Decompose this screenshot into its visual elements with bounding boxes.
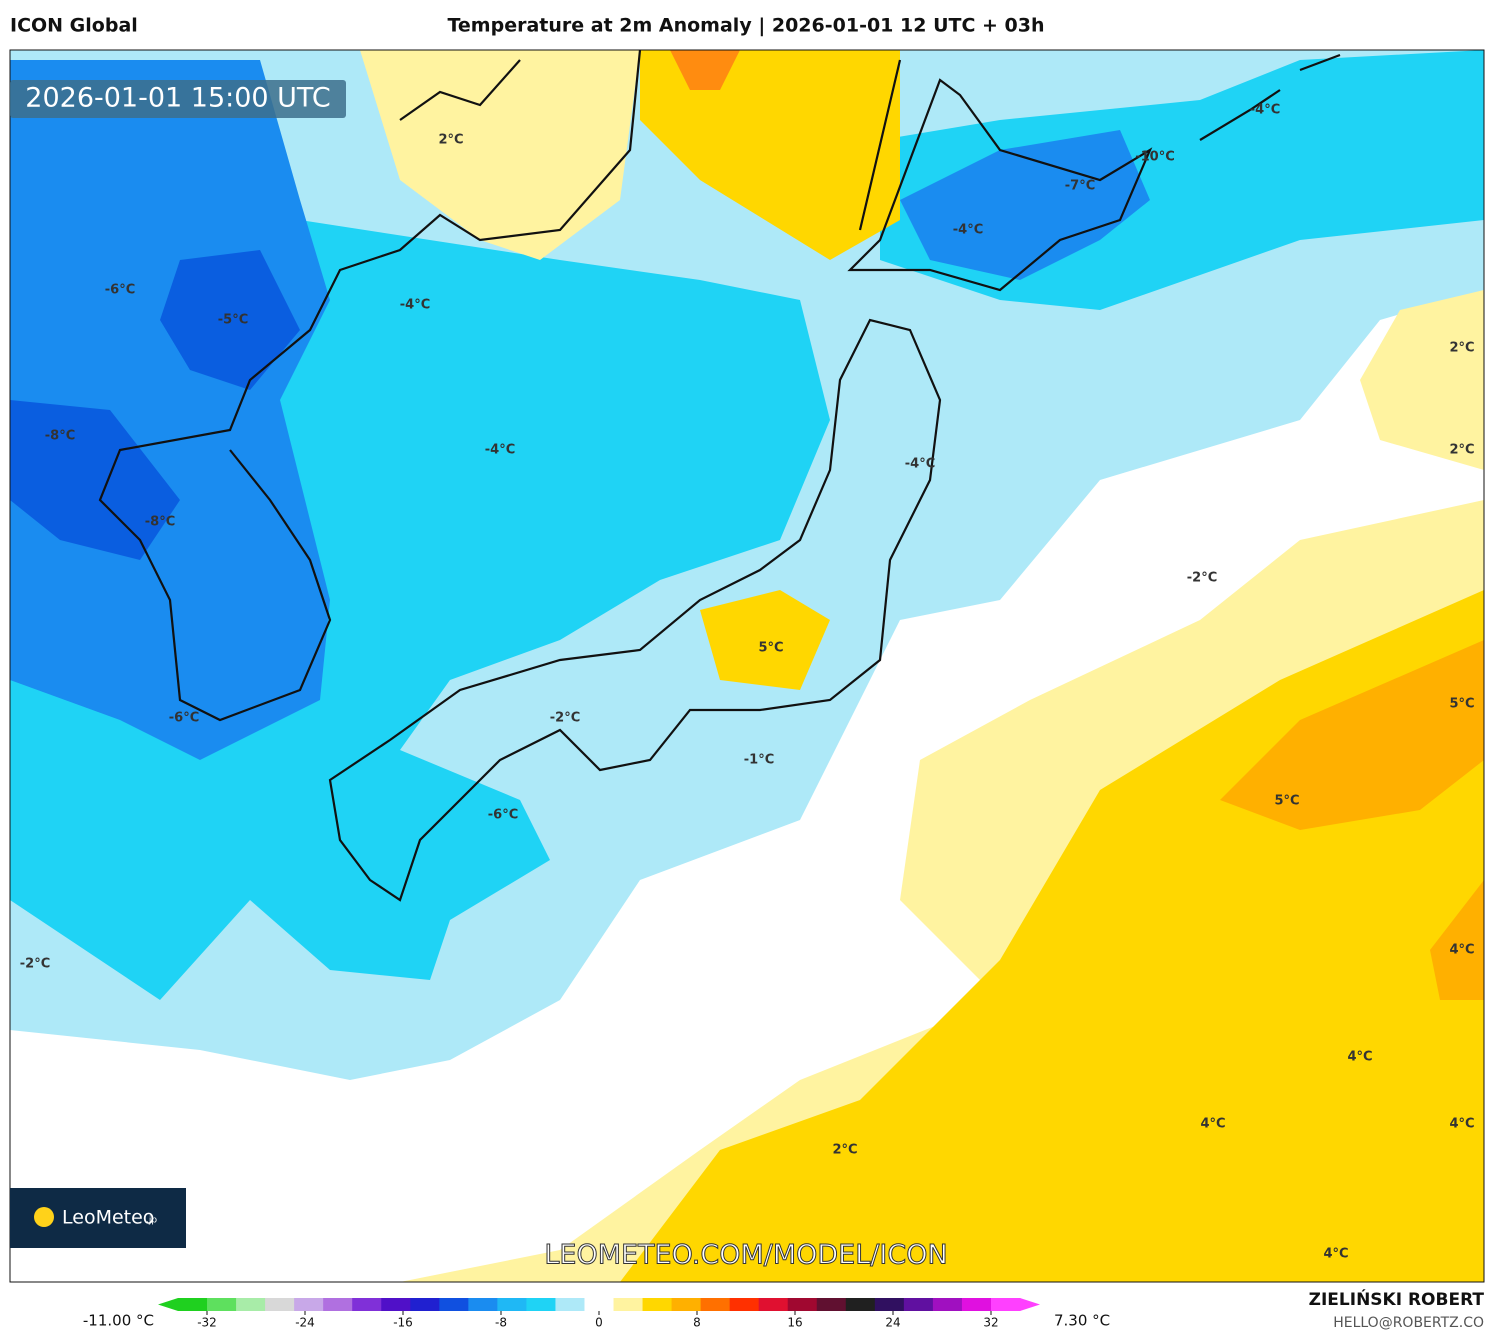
anomaly-area [360, 50, 640, 260]
colorbar-tick-label: 8 [693, 1316, 701, 1330]
colorbar-max: 7.30 °C [1054, 1312, 1110, 1330]
contour-label: -2°C [20, 957, 50, 972]
model-name: ICON Global [10, 15, 138, 37]
author: ZIELIŃSKI ROBERT [1309, 1288, 1485, 1310]
watermark: LEOMETEO.COM/MODEL/ICON [544, 1240, 947, 1271]
contour-label: 2°C [1449, 443, 1474, 458]
contour-label: -6°C [488, 808, 518, 823]
anomaly-area [700, 590, 830, 690]
colorbar-tick-label: -16 [393, 1316, 413, 1330]
logo-sun [34, 1207, 54, 1227]
colorbar-tick-label: 0 [595, 1316, 603, 1330]
anomaly-area [1430, 880, 1484, 1000]
contour-label: -1°C [744, 753, 774, 768]
colorbar-tick-label: -24 [295, 1316, 315, 1330]
colorbar-tick-label: -32 [197, 1316, 217, 1330]
contour-label: -5°C [218, 313, 248, 328]
anomaly-area [160, 250, 300, 390]
colorbar-tick-label: 24 [885, 1316, 900, 1330]
colorbar-segment [497, 1298, 527, 1311]
colorbar-segment [816, 1298, 847, 1311]
logo: LeoMeteo [62, 1207, 154, 1229]
anomaly-area [10, 60, 330, 760]
colorbar-segment [990, 1298, 1021, 1311]
contour-labels: 2°C -4°C -10°C -7°C -4°C -6°C -5°C -4°C 2°C -8°C -… [20, 103, 1475, 1262]
anomaly-area [640, 50, 900, 260]
contour-label: -4°C [1250, 103, 1280, 118]
contour-label: 4°C [1323, 1247, 1348, 1262]
colorbar-segment [932, 1298, 963, 1311]
logo-suffix: .jp [146, 1216, 157, 1226]
contour-label: -10°C [1135, 150, 1175, 165]
contour-label: -6°C [105, 283, 135, 298]
colorbar-segment [236, 1298, 266, 1311]
colorbar-segment [642, 1298, 673, 1311]
colorbar-segment [439, 1298, 469, 1311]
colorbar-segment [410, 1298, 440, 1311]
contour-label: -7°C [1065, 179, 1095, 194]
title: Temperature at 2m Anomaly | 2026-01-01 1… [447, 15, 1044, 37]
contour-label: -2°C [1187, 571, 1217, 586]
contour-label: 5°C [758, 641, 783, 656]
colorbar-segment [381, 1298, 411, 1311]
coastline [98, 50, 1341, 902]
colorbar-min: -11.00 °C [83, 1312, 154, 1330]
contour-label: 2°C [1449, 341, 1474, 356]
colorbar-segment [729, 1298, 760, 1311]
colorbar-segment [845, 1298, 876, 1311]
colorbar-segment [294, 1298, 324, 1311]
contour-label: 5°C [1449, 697, 1474, 712]
colorbar-segment [903, 1298, 934, 1311]
contour-label: -4°C [400, 298, 430, 313]
anomaly-area [10, 400, 180, 560]
colorbar-tick-label: 32 [983, 1316, 998, 1330]
map [10, 50, 1484, 1282]
anomaly-area [670, 50, 740, 90]
time-box [10, 80, 346, 118]
colorbar-segment [700, 1298, 731, 1311]
contour-label: -2°C [550, 711, 580, 726]
colorbar-end [158, 1298, 178, 1311]
contour-label: -8°C [145, 515, 175, 530]
colorbar-segment [961, 1298, 992, 1311]
contour-label: -4°C [485, 443, 515, 458]
contour-label: -6°C [169, 711, 199, 726]
colorbar-segment [526, 1298, 556, 1311]
colorbar: -32 -24 -16 -8 0 8 16 24 32 [158, 1298, 1040, 1330]
colorbar-segment [178, 1298, 208, 1311]
colorbar-segment [323, 1298, 353, 1311]
colorbar-segment [265, 1298, 295, 1311]
colorbar-tick-label: 16 [787, 1316, 802, 1330]
contour-label: -4°C [953, 223, 983, 238]
anomaly-area [1360, 290, 1484, 470]
contour-label: 2°C [438, 133, 463, 148]
colorbar-segment [207, 1298, 237, 1311]
colorbar-segment [787, 1298, 818, 1311]
colorbar-segment [758, 1298, 789, 1311]
colorbar-end [1020, 1298, 1040, 1311]
colorbar-tick-label: -8 [495, 1316, 507, 1330]
map-frame [9, 49, 1485, 1283]
anomaly-area [900, 130, 1150, 280]
colorbar-segment [352, 1298, 382, 1311]
contour-label: 2°C [832, 1143, 857, 1158]
colorbar-segment [584, 1298, 615, 1311]
contour-label: -4°C [905, 457, 935, 472]
colorbar-segment [555, 1298, 585, 1311]
contour-label: -8°C [45, 429, 75, 444]
colorbar-segment [874, 1298, 905, 1311]
email: HELLO@ROBERTZ.CO [1333, 1315, 1484, 1331]
anomaly-area [1220, 640, 1484, 830]
contour-label: 5°C [1274, 794, 1299, 809]
colorbar-segment [468, 1298, 498, 1311]
contour-label: 4°C [1449, 943, 1474, 958]
contour-label: 4°C [1200, 1117, 1225, 1132]
colorbar-segment [671, 1298, 702, 1311]
contour-label: 4°C [1347, 1050, 1372, 1065]
contour-label: 4°C [1449, 1117, 1474, 1132]
valid-time: 2026-01-01 15:00 UTC [25, 83, 330, 114]
colorbar-segment [613, 1298, 644, 1311]
